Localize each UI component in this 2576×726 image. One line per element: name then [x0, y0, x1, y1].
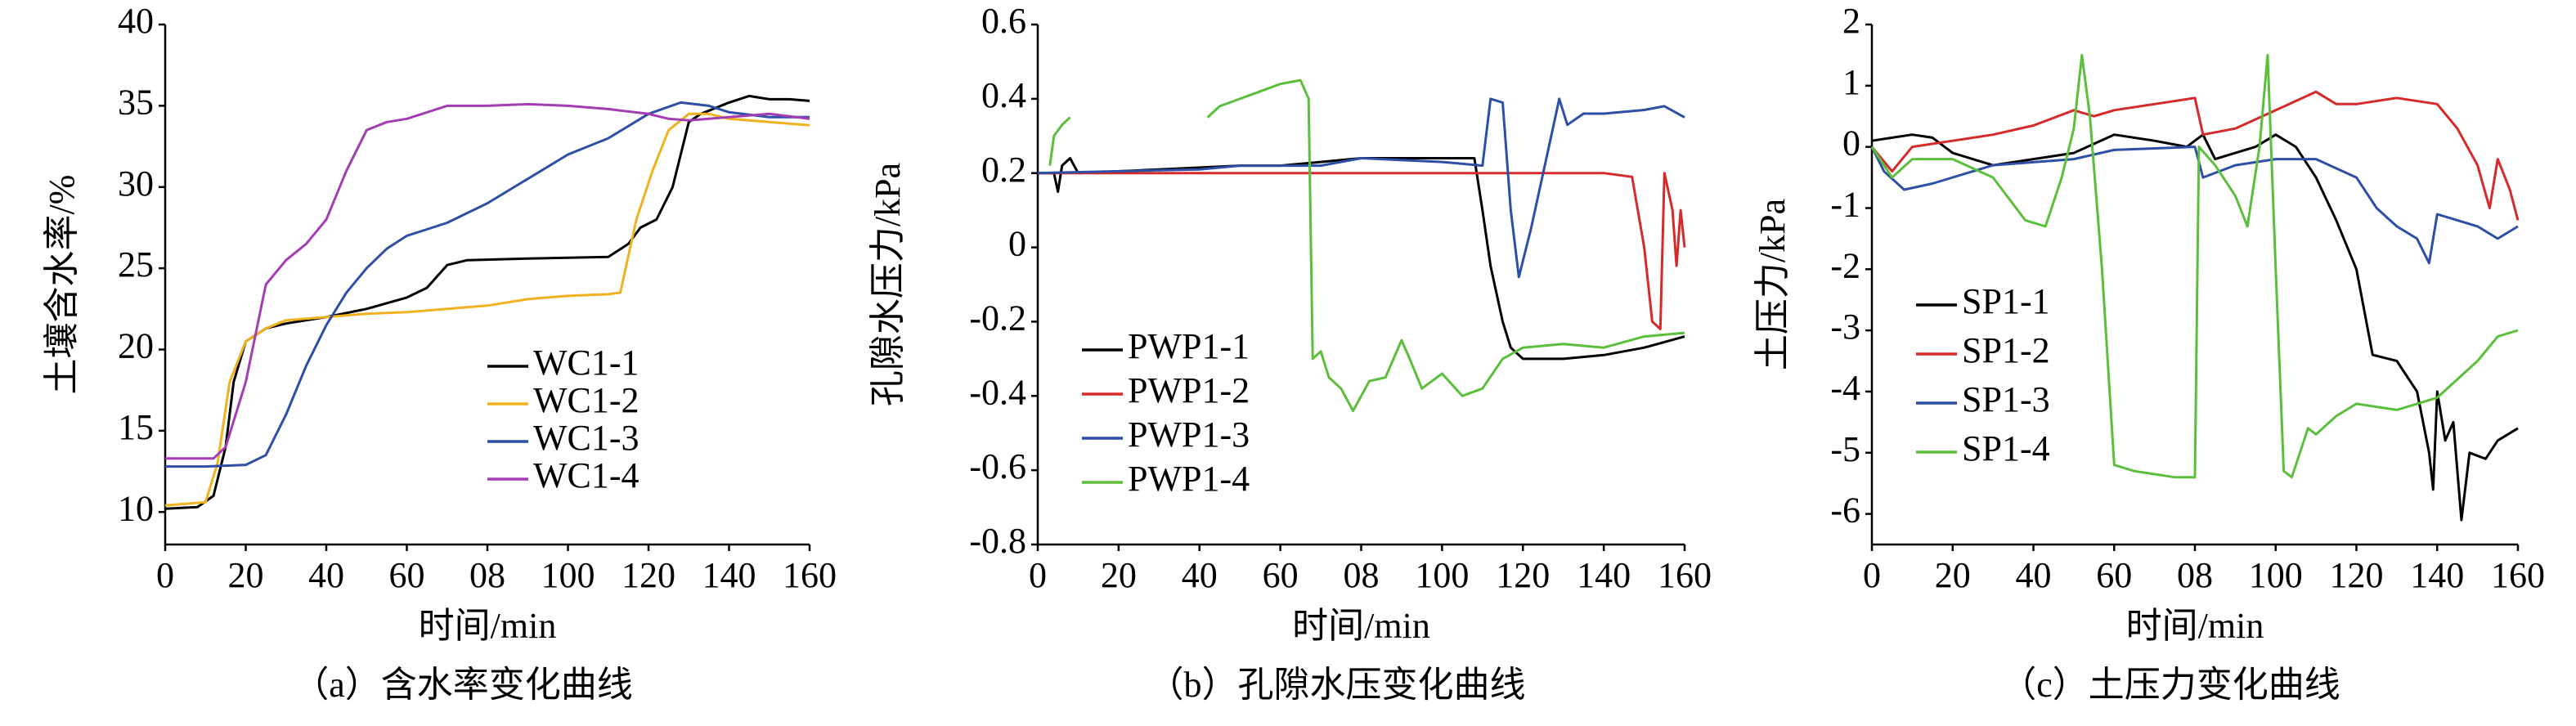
x-tick-label: 40 [308, 555, 344, 595]
legend-label: WC1-3 [533, 418, 640, 458]
y-tick-label: -0.8 [969, 521, 1026, 561]
caption: （c）土压力变化曲线 [2000, 665, 2340, 705]
x-tick-label: 120 [2330, 555, 2384, 595]
legend-label: SP1-1 [1962, 281, 2050, 321]
x-tick-label: 160 [2491, 555, 2545, 595]
y-tick-label: 2 [1842, 1, 1860, 41]
x-tick-label: 20 [1935, 555, 1971, 595]
y-tick-label: 0.2 [981, 150, 1026, 190]
x-tick-label: 0 [1029, 555, 1047, 595]
data-line [165, 102, 810, 460]
y-tick-label: 10 [118, 488, 154, 528]
x-tick-label: 100 [2249, 555, 2303, 595]
y-axis-label: 孔隙水压力/kPa [868, 163, 908, 406]
legend-label: PWP1-3 [1128, 415, 1250, 455]
x-tick-label: 120 [1496, 555, 1550, 595]
data-line [1870, 146, 2519, 265]
x-axis-label: 时间/min [419, 606, 557, 646]
y-tick-label: 20 [118, 326, 154, 366]
x-tick-label: 140 [2410, 555, 2464, 595]
legend-label: SP1-2 [1962, 330, 2050, 370]
x-tick-label: 08 [1344, 555, 1380, 595]
x-tick-label: 100 [1415, 555, 1469, 595]
data-line [164, 112, 810, 507]
y-tick-label: -2 [1830, 245, 1860, 285]
x-tick-label: 60 [1263, 555, 1299, 595]
x-tick-label: 140 [702, 555, 756, 595]
y-tick-label: -0.4 [969, 372, 1026, 412]
y-tick-label: 35 [118, 82, 154, 122]
x-tick-label: 08 [469, 555, 505, 595]
legend-label: WC1-2 [533, 380, 640, 420]
y-tick-label: -4 [1830, 368, 1860, 408]
y-tick-label: 15 [118, 407, 154, 447]
y-axis-label: 土壤含水率/% [42, 175, 82, 395]
caption: （b）孔隙水压变化曲线 [1148, 665, 1526, 705]
y-tick-label: 0 [1842, 123, 1860, 164]
data-line [1870, 53, 2519, 479]
x-tick-label: 08 [2177, 555, 2213, 595]
y-tick-label: 40 [118, 1, 154, 41]
legend-label: SP1-3 [1962, 379, 2050, 419]
y-tick-label: 0.4 [981, 75, 1026, 115]
x-tick-label: 40 [2016, 555, 2052, 595]
x-tick-label: 40 [1182, 555, 1218, 595]
legend-label: WC1-4 [533, 455, 640, 495]
x-tick-label: 160 [783, 555, 837, 595]
x-tick-label: 0 [1863, 555, 1881, 595]
y-tick-label: -0.6 [969, 446, 1026, 486]
legend-label: PWP1-4 [1128, 459, 1250, 499]
y-tick-label: -1 [1830, 185, 1860, 225]
y-tick-label: 0 [1008, 224, 1026, 264]
legend-label: WC1-1 [533, 343, 640, 383]
legend-label: PWP1-1 [1128, 326, 1250, 366]
x-tick-label: 100 [541, 555, 595, 595]
y-axis-label: 土压力/kPa [1752, 199, 1793, 370]
y-tick-label: 30 [118, 164, 154, 204]
y-tick-label: 0.6 [981, 1, 1026, 41]
data-line [1870, 90, 2520, 221]
x-tick-label: 60 [389, 555, 425, 595]
data-line [1037, 97, 1685, 279]
x-tick-label: 20 [228, 555, 264, 595]
legend-label: SP1-4 [1962, 428, 2050, 468]
y-tick-label: -3 [1830, 307, 1860, 347]
y-tick-label: -0.2 [969, 298, 1026, 338]
data-line [164, 94, 810, 510]
x-tick-label: 60 [2096, 555, 2132, 595]
data-line [1038, 157, 1685, 361]
y-tick-label: -5 [1830, 429, 1860, 469]
legend-label: PWP1-2 [1128, 370, 1250, 410]
x-tick-label: 160 [1658, 555, 1712, 595]
data-line [1048, 78, 1685, 412]
caption: （a）含水率变化曲线 [293, 665, 633, 705]
x-axis-label: 时间/min [2126, 606, 2264, 646]
x-tick-label: 140 [1577, 555, 1631, 595]
x-tick-label: 0 [156, 555, 174, 595]
y-tick-label: 1 [1842, 62, 1860, 102]
data-line [1038, 172, 1686, 330]
x-tick-label: 20 [1101, 555, 1137, 595]
x-tick-label: 120 [622, 555, 675, 595]
data-line [165, 101, 810, 468]
y-tick-label: -6 [1830, 491, 1860, 531]
x-axis-label: 时间/min [1292, 606, 1430, 646]
y-tick-label: 25 [118, 244, 154, 285]
